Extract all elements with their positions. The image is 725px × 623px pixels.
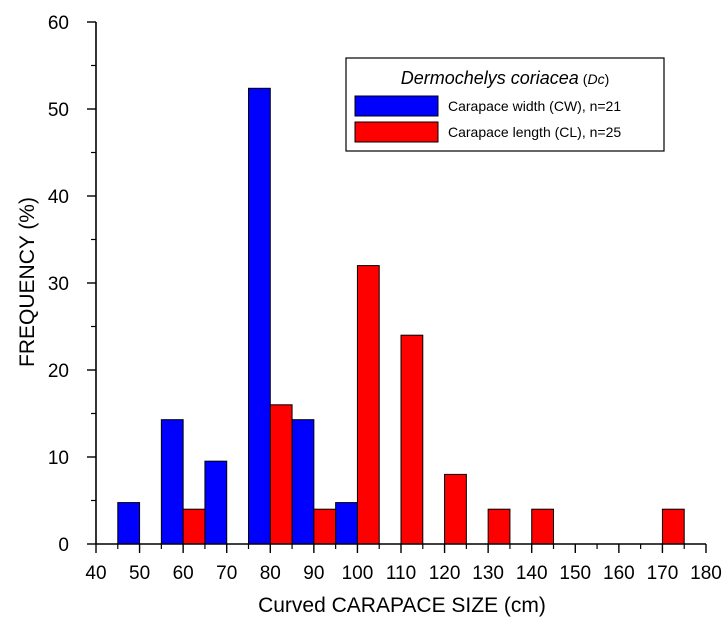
x-tick-label-120: 120 — [429, 563, 461, 584]
y-tick-label-0: 0 — [58, 535, 69, 556]
y-tick-label-50: 50 — [48, 100, 69, 121]
x-tick-label-110: 110 — [386, 563, 416, 584]
bar-width-85 — [291, 419, 315, 545]
bar-width-45 — [117, 502, 141, 545]
legend-label-width: Carapace width (CW), n=21 — [448, 98, 621, 114]
x-tick-label-40: 40 — [85, 563, 106, 584]
legend-title-abbrev: Dc — [587, 71, 604, 87]
bar-length-110 — [400, 334, 424, 545]
bar-length-120 — [444, 473, 467, 545]
legend-label-length: Carapace length (CL), n=25 — [448, 124, 621, 140]
bar-width-65 — [204, 460, 228, 545]
legend: Dermochelys coriacea (Dc) Carapace width … — [345, 57, 665, 152]
bar-length-170 — [661, 508, 685, 545]
x-tick-label-150: 150 — [559, 563, 591, 584]
x-axis-title: Curved CARAPACE SIZE (cm) — [258, 594, 546, 617]
x-tick-label-80: 80 — [260, 563, 281, 584]
x-tick-label-170: 170 — [647, 563, 679, 584]
y-tick-label-40: 40 — [48, 187, 69, 208]
bar-width-75 — [248, 87, 271, 545]
bar-width-95 — [335, 502, 358, 545]
bar-length-100 — [356, 265, 380, 545]
bar-width-55 — [160, 419, 184, 545]
x-tick-label-160: 160 — [603, 563, 635, 584]
y-tick-label-30: 30 — [48, 274, 69, 295]
legend-title-species: Dermochelys coriacea — [401, 68, 579, 88]
x-tick-label-180: 180 — [690, 563, 722, 584]
bar-length-140 — [531, 508, 555, 545]
legend-swatch-length — [354, 121, 439, 143]
bar-length-130 — [487, 508, 511, 545]
bars-layer — [117, 87, 685, 545]
y-tick-label-60: 60 — [48, 13, 69, 34]
x-tick-label-50: 50 — [129, 563, 150, 584]
bar-length-80 — [269, 404, 293, 545]
y-axis-title: FREQUENCY (%) — [16, 197, 39, 367]
axes-layer: 40 50 60 70 80 90 100 110 120 130 140 150 160 170 180 0… — [48, 13, 722, 584]
y-tick-label-10: 10 — [48, 448, 69, 469]
y-tick-label-20: 20 — [48, 361, 69, 382]
x-tick-label-140: 140 — [516, 563, 548, 584]
bar-length-60 — [182, 508, 206, 545]
x-tick-label-90: 90 — [303, 563, 324, 584]
legend-title: Dermochelys coriacea (Dc) — [401, 68, 610, 88]
x-tick-label-100: 100 — [342, 563, 374, 584]
x-tick-label-60: 60 — [173, 563, 194, 584]
x-tick-label-130: 130 — [472, 563, 504, 584]
bar-length-90 — [313, 508, 337, 545]
legend-swatch-width — [354, 95, 439, 117]
x-tick-label-70: 70 — [216, 563, 237, 584]
